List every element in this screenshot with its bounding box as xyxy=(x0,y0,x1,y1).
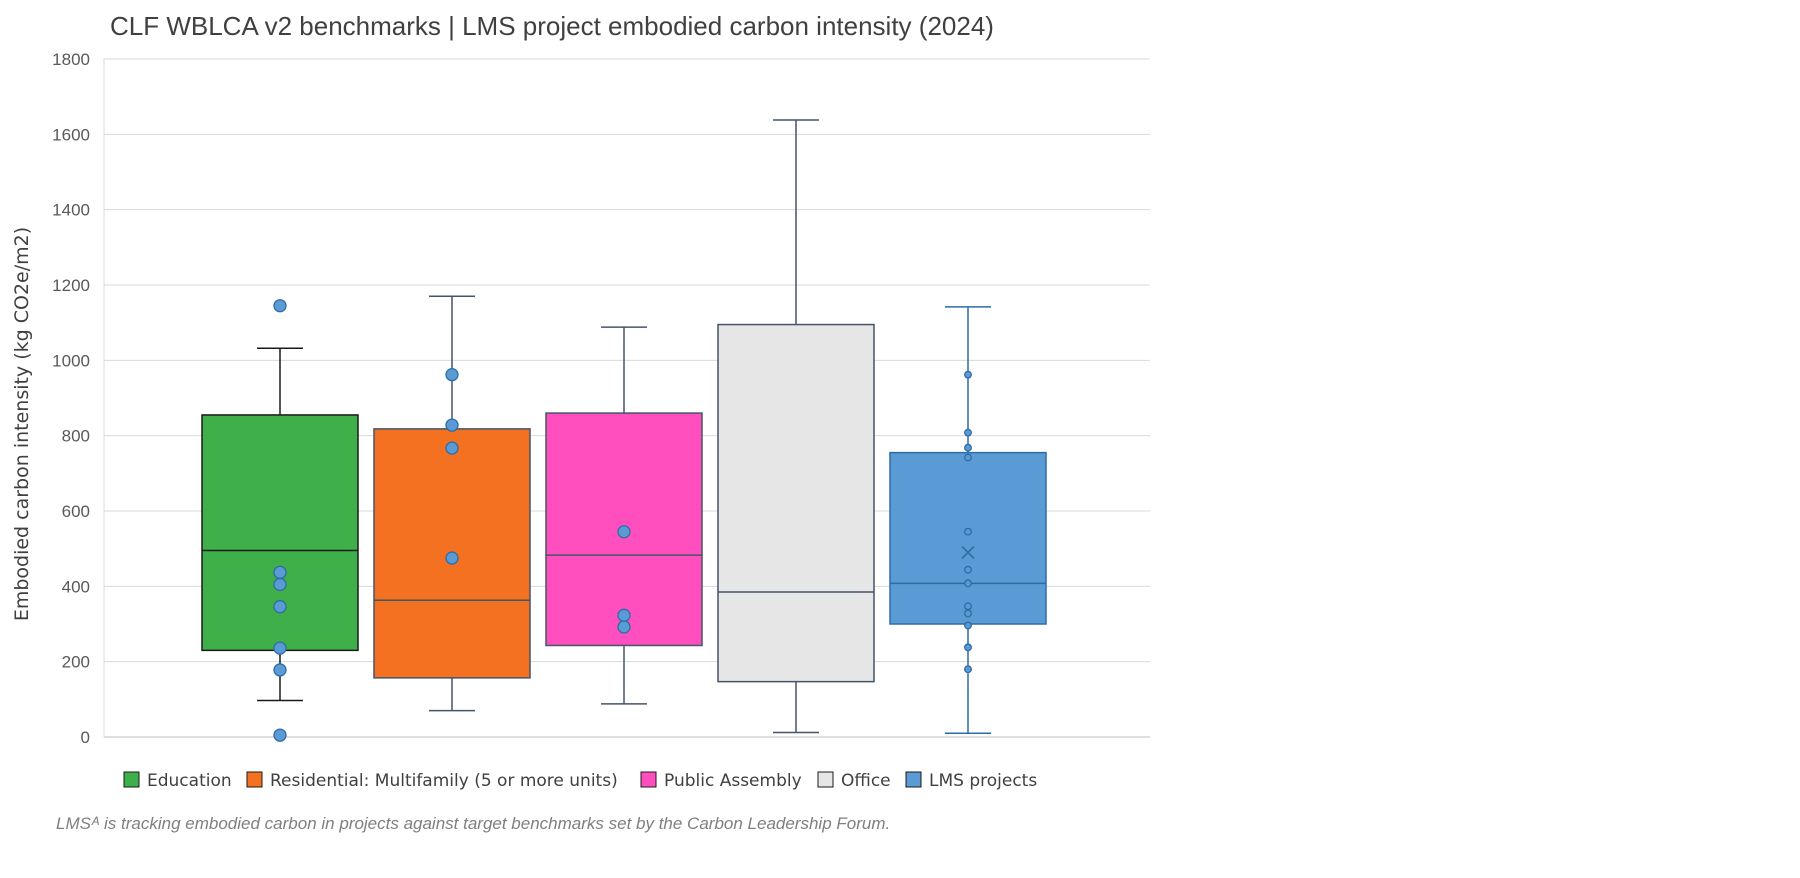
box-public-assembly xyxy=(545,326,703,705)
data-point xyxy=(964,602,972,611)
data-point xyxy=(964,643,972,652)
data-point xyxy=(273,577,287,592)
y-tick-label: 200 xyxy=(62,653,90,672)
boxes xyxy=(201,119,1047,742)
data-point xyxy=(964,453,972,462)
legend-swatch xyxy=(817,771,834,788)
legend-swatch xyxy=(123,771,140,788)
data-point xyxy=(273,600,287,614)
legend-swatch xyxy=(905,771,922,788)
data-point xyxy=(964,665,972,674)
legend-swatch xyxy=(640,771,657,788)
iqr-box xyxy=(717,323,875,683)
legend-item: Office xyxy=(817,771,891,791)
legend-item: LMS projects xyxy=(905,771,1037,791)
legend-item: Education xyxy=(123,771,232,791)
y-axis-label: Embodied carbon intensity (kg CO2e/m2) xyxy=(11,227,33,621)
caption: LMSᴬ is tracking embodied carbon in proj… xyxy=(56,814,890,833)
data-point xyxy=(445,441,459,455)
legend-item: Residential: Multifamily (5 or more unit… xyxy=(246,771,618,791)
y-tick-label: 800 xyxy=(62,427,90,446)
legend-item: Public Assembly xyxy=(640,771,802,791)
y-tick-label: 600 xyxy=(62,502,90,521)
y-tick-label: 1800 xyxy=(52,50,90,69)
legend-label: Office xyxy=(841,771,891,791)
y-tick-label: 400 xyxy=(62,577,90,596)
y-tick-label: 1600 xyxy=(52,125,90,144)
chart-title: CLF WBLCA v2 benchmarks | LMS project em… xyxy=(110,11,994,41)
iqr-box xyxy=(201,414,359,652)
y-tick-label: 0 xyxy=(81,728,90,747)
data-point xyxy=(964,621,972,630)
data-point xyxy=(273,728,287,742)
data-point xyxy=(964,428,972,437)
mean-marker xyxy=(961,545,975,559)
data-point xyxy=(273,641,287,655)
legend-label: Residential: Multifamily (5 or more unit… xyxy=(270,771,618,791)
data-point xyxy=(964,443,972,452)
box-education xyxy=(201,299,359,742)
y-tick-label: 1400 xyxy=(52,201,90,220)
data-point xyxy=(617,608,631,622)
y-tick-label: 1200 xyxy=(52,276,90,295)
data-point xyxy=(617,525,631,539)
box-office xyxy=(717,119,875,734)
box-residential-multifamily-5-or-more-units xyxy=(373,295,531,712)
data-point xyxy=(273,299,287,313)
data-point xyxy=(964,579,972,588)
legend: Education Residential: Multifamily (5 or … xyxy=(123,771,1037,791)
data-point xyxy=(273,565,287,580)
data-point xyxy=(445,367,459,382)
data-point xyxy=(617,620,631,634)
data-point xyxy=(445,551,459,565)
box-lms-projects xyxy=(889,306,1047,734)
legend-label: Education xyxy=(147,771,232,791)
legend-swatch xyxy=(246,771,263,788)
data-point xyxy=(964,527,972,536)
data-point xyxy=(445,418,459,432)
y-tick-labels: 0 200 400 600 800 1000 1200 1400 1600 1800 xyxy=(52,50,90,747)
legend-label: Public Assembly xyxy=(664,771,802,791)
data-point xyxy=(964,370,972,379)
iqr-box xyxy=(889,451,1047,625)
data-point xyxy=(964,609,972,618)
y-tick-label: 1000 xyxy=(52,351,90,370)
data-point xyxy=(964,565,972,574)
legend-label: LMS projects xyxy=(929,771,1037,791)
data-point xyxy=(273,663,287,677)
